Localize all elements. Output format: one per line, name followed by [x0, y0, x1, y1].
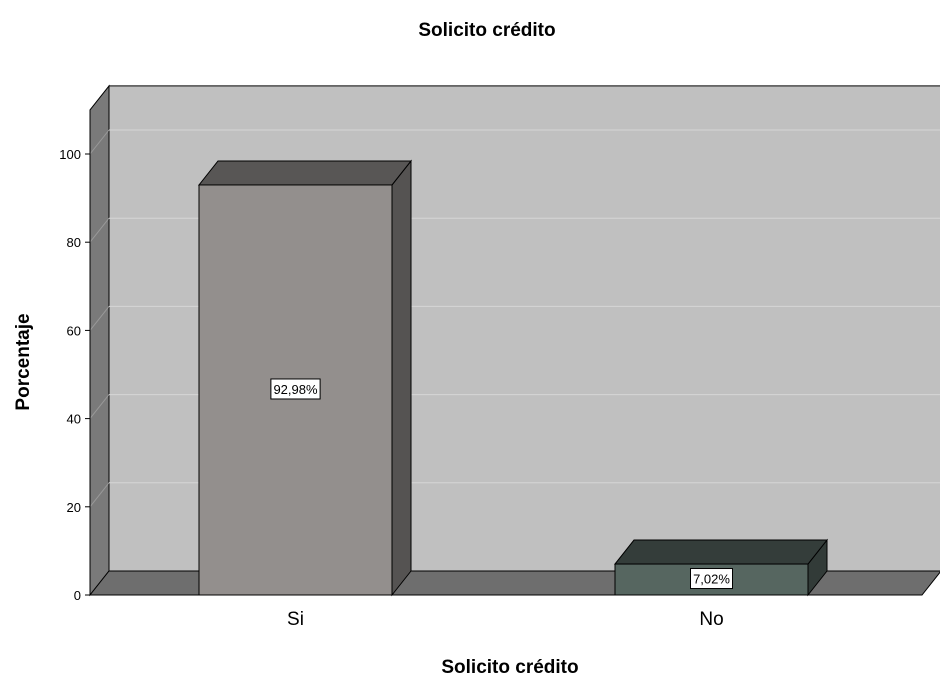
y-tick-label: 60 — [67, 323, 81, 338]
y-tick-label: 40 — [67, 412, 81, 427]
side-gridline — [89, 394, 110, 419]
side-wall — [89, 84, 110, 597]
y-axis-label: Porcentaje — [13, 313, 34, 410]
x-tick-label: Si — [287, 609, 304, 630]
bars: 92,98% 7,02% — [197, 159, 829, 597]
side-gridline — [89, 482, 110, 508]
bar-top — [197, 160, 413, 186]
bar-no: 7,02% — [613, 538, 829, 597]
y-tick-label: 80 — [67, 235, 81, 250]
y-axis: 0 20 40 60 80 100 — [59, 109, 91, 603]
y-tick-label: 0 — [74, 588, 81, 603]
side-gridline — [89, 217, 110, 243]
side-gridline — [89, 306, 110, 331]
y-tick-label: 100 — [59, 147, 81, 162]
x-axis-categories: Si No — [287, 609, 724, 630]
bar-side — [391, 159, 412, 597]
data-label: 7,02% — [693, 572, 730, 587]
side-gridline — [89, 129, 110, 155]
data-label: 92,98% — [273, 382, 318, 397]
chart-title: Solicito crédito — [418, 20, 555, 41]
data-label-box — [270, 378, 321, 400]
y-tick-label: 20 — [67, 500, 81, 515]
bar-si: 92,98% — [197, 159, 413, 597]
data-label-box — [690, 568, 733, 590]
x-axis-label: Solicito crédito — [441, 657, 578, 675]
bar-top — [613, 539, 829, 565]
x-tick-label: No — [699, 609, 723, 630]
